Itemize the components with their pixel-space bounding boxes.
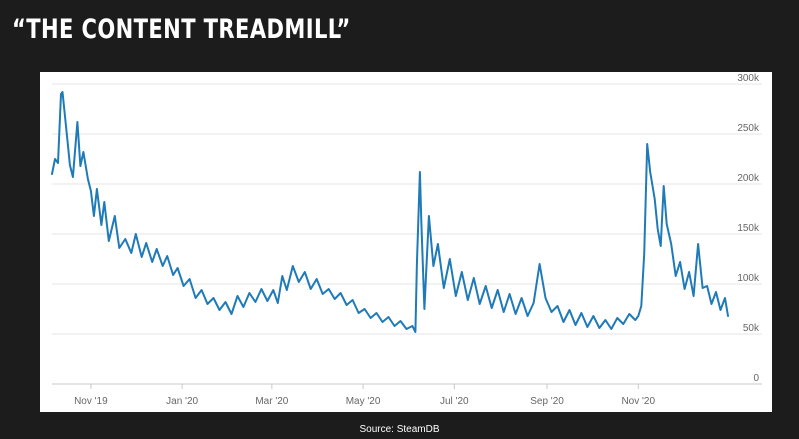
x-tick-label: Jul '20: [440, 396, 469, 407]
y-tick-label: 300k: [737, 73, 760, 84]
gridlines: [52, 83, 762, 385]
x-tick-label: May '20: [346, 396, 381, 407]
y-tick-label: 50k: [743, 323, 760, 334]
x-tick-label: Mar '20: [255, 396, 288, 407]
y-tick-label: 0: [753, 373, 759, 384]
line-chart: Nov '19 Jan '20 Mar '20 May '20 Jul '20 Sep '…: [51, 73, 762, 407]
y-tick-label: 250k: [737, 123, 760, 134]
x-tick-label: Nov '19: [74, 396, 108, 407]
slide-title: “THE CONTENT TREADMILL”: [12, 14, 351, 45]
series-line: [51, 91, 729, 333]
y-axis-labels: 0 50k 100k 150k 200k 250k 300k: [737, 73, 760, 384]
x-axis: Nov '19 Jan '20 Mar '20 May '20 Jul '20 Sep '…: [52, 383, 762, 407]
source-caption: Source: SteamDB: [359, 424, 440, 435]
y-tick-label: 100k: [737, 273, 760, 284]
x-tick-label: Sep '20: [530, 396, 564, 407]
y-tick-label: 150k: [737, 223, 760, 234]
x-tick-label: Nov '20: [621, 396, 655, 407]
series-layer: [51, 91, 729, 333]
chart-panel: Nov '19 Jan '20 Mar '20 May '20 Jul '20 Sep '…: [40, 72, 772, 412]
x-tick-label: Jan '20: [166, 396, 198, 407]
y-tick-label: 200k: [737, 173, 760, 184]
